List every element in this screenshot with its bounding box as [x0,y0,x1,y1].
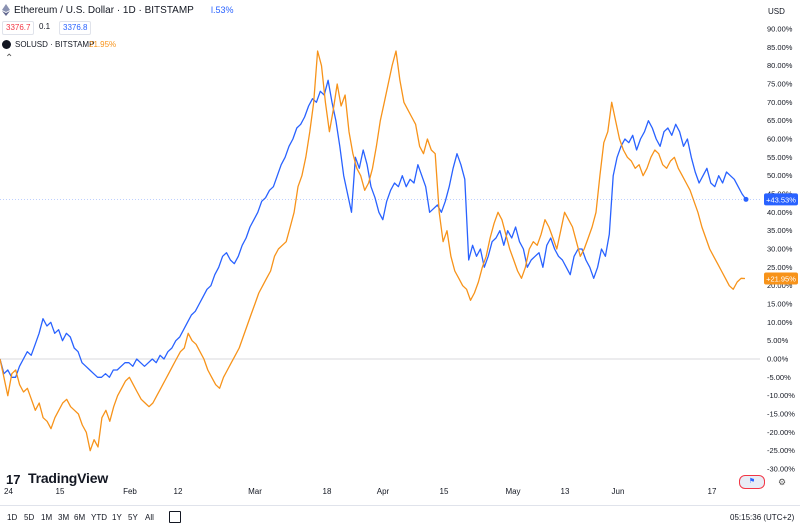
calendar-icon[interactable] [169,511,181,523]
sell-price-button[interactable]: 3376.7 [2,21,35,35]
x-tick-label: 18 [323,487,332,496]
x-tick-label: 12 [174,487,183,496]
y-tick-label: 55.00% [767,153,793,162]
y-tick-label: 75.00% [767,80,793,89]
ethereum-icon [2,4,10,16]
y-tick-label: 35.00% [767,226,793,235]
y-tick-label: 5.00% [767,336,789,345]
range-ytd[interactable]: YTD [91,513,107,522]
y-tick-label: 10.00% [767,318,793,327]
x-tick-label: 13 [561,487,570,496]
range-6m[interactable]: 6M [74,513,86,522]
range-1d[interactable]: 1D [7,513,18,522]
footer-toolbar: 1D 5D 1M 3M 6M YTD 1Y 5Y All 05:15:36 (U… [0,505,800,527]
x-tick-label: 17 [708,487,717,496]
y-tick-label: -10.00% [767,391,795,400]
x-tick-label: Mar [248,487,262,496]
symbol-title[interactable]: Ethereum / U.S. Dollar · 1D · BITSTAMP [14,5,194,16]
y-tick-label: 70.00% [767,98,793,107]
solana-icon [2,40,11,49]
eth-last-label: +43.53% [766,195,796,204]
range-1y[interactable]: 1Y [112,513,122,522]
eth-last-point [743,196,749,202]
x-tick-label: Feb [123,487,137,496]
range-1m[interactable]: 1M [41,513,53,522]
y-tick-label: 80.00% [767,61,793,70]
eth-change-percent: l.53% [211,5,234,15]
y-tick-label: -15.00% [767,410,795,419]
spread-value: 0.1 [39,22,51,31]
y-tick-label: 65.00% [767,116,793,125]
x-tick-label: 24 [4,487,13,496]
clock-time[interactable]: 05:15:36 (UTC+2) [730,513,795,522]
sol-last-label: +21.95% [766,275,796,284]
y-tick-label: 15.00% [767,300,793,309]
scale-settings-icon[interactable]: ⚙ [778,477,787,487]
range-5y[interactable]: 5Y [128,513,138,522]
y-tick-label: -5.00% [767,373,791,382]
range-3m[interactable]: 3M [58,513,70,522]
y-tick-label: 85.00% [767,43,793,52]
x-tick-label: May [505,487,520,496]
compare-symbol-title: SOLUSD · BITSTAMP [15,40,95,49]
y-tick-label: 25.00% [767,263,793,272]
tradingview-logo-text: TradingView [28,470,109,486]
y-tick-label: 60.00% [767,135,793,144]
y-tick-label: 50.00% [767,171,793,180]
x-tick-label: 15 [440,487,449,496]
tradingview-logo-icon: 17 [6,472,21,487]
y-tick-label: 40.00% [767,208,793,217]
chart-header: Ethereum / U.S. Dollar · 1D · BITSTAMP l… [0,0,760,20]
currency-label[interactable]: USD [768,7,785,16]
sol-last-label-bg [764,272,798,285]
y-tick-label: 30.00% [767,245,793,254]
buy-price-button[interactable]: 3376.8 [59,21,92,35]
collapse-chevron-icon[interactable]: ⌃ [5,53,14,64]
eth-series-line [0,79,747,378]
eth-last-label-bg [764,193,798,206]
y-tick-label: 20.00% [767,281,793,290]
flag-icon[interactable]: ⚑ [739,475,765,489]
y-tick-label: -20.00% [767,428,795,437]
y-tick-label: -30.00% [767,465,795,474]
range-all[interactable]: All [145,513,154,522]
y-tick-label: -25.00% [767,446,795,455]
x-tick-label: 15 [56,487,65,496]
x-tick-label: Apr [377,487,390,496]
sol-change-percent: 21.95% [89,40,117,49]
y-tick-label: 0.00% [767,355,789,364]
range-5d[interactable]: 5D [24,513,35,522]
y-tick-label: 90.00% [767,25,793,34]
x-tick-label: Jun [612,487,625,496]
sol-series-line [0,50,746,452]
